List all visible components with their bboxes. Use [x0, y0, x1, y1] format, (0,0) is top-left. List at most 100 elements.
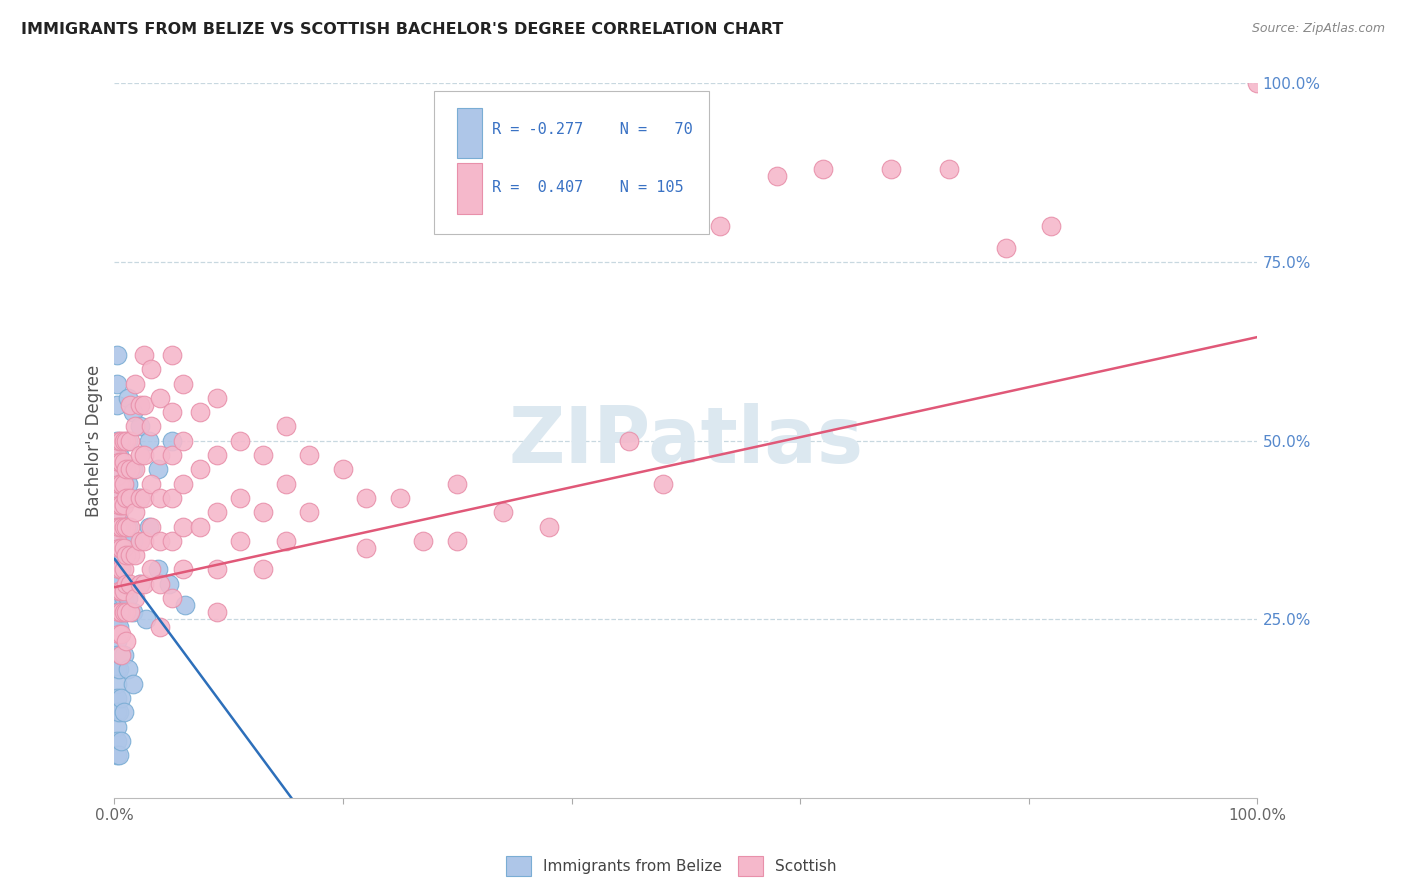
Point: [188, 462, 211, 476]
Point: [108, 706, 131, 720]
Point: [134, 398, 156, 412]
Point: [207, 391, 229, 405]
Point: [110, 519, 132, 533]
Point: [354, 491, 377, 505]
Point: [160, 348, 183, 362]
Point: [110, 562, 132, 576]
Point: [105, 491, 128, 505]
Point: [120, 576, 142, 591]
Point: [105, 519, 128, 533]
Point: [105, 633, 128, 648]
Point: [332, 462, 354, 476]
Point: [149, 448, 172, 462]
Point: [172, 476, 194, 491]
Point: [274, 419, 297, 434]
Point: [117, 519, 139, 533]
Point: [124, 548, 146, 562]
Point: [174, 598, 197, 612]
Point: [105, 619, 128, 633]
Point: [157, 576, 180, 591]
Point: [128, 491, 150, 505]
Point: [149, 491, 172, 505]
Point: [124, 505, 146, 519]
Point: [112, 519, 135, 533]
Point: [121, 405, 143, 419]
Point: [110, 462, 132, 476]
Point: [115, 633, 138, 648]
Point: [172, 519, 194, 533]
Point: [120, 491, 142, 505]
Point: [112, 455, 135, 469]
Point: [105, 576, 128, 591]
Point: [112, 648, 135, 662]
Y-axis label: Bachelor's Degree: Bachelor's Degree: [86, 365, 103, 516]
Point: [105, 548, 128, 562]
Point: [172, 562, 194, 576]
Point: [134, 448, 156, 462]
Point: [105, 434, 128, 448]
Point: [188, 405, 211, 419]
Point: [110, 562, 132, 576]
Text: Source: ZipAtlas.com: Source: ZipAtlas.com: [1251, 22, 1385, 36]
Text: R = -0.277    N =   70: R = -0.277 N = 70: [492, 122, 692, 137]
Point: [766, 169, 789, 184]
Point: [115, 576, 138, 591]
Point: [880, 162, 903, 177]
Point: [110, 434, 132, 448]
Point: [105, 533, 128, 548]
Point: [1040, 219, 1063, 234]
Point: [298, 505, 321, 519]
Point: [139, 419, 162, 434]
Point: [160, 491, 183, 505]
Point: [105, 348, 128, 362]
Point: [115, 605, 138, 619]
Point: [160, 591, 183, 605]
Point: [115, 491, 138, 505]
Point: [160, 533, 183, 548]
Point: [252, 505, 274, 519]
Point: [128, 491, 150, 505]
Point: [139, 519, 162, 533]
Point: [121, 677, 143, 691]
Point: [139, 562, 162, 576]
Point: [252, 562, 274, 576]
Point: [105, 648, 128, 662]
Point: [117, 434, 139, 448]
Point: [138, 434, 160, 448]
Point: [298, 448, 321, 462]
Point: [617, 434, 640, 448]
Point: [112, 583, 135, 598]
Point: [120, 548, 142, 562]
Point: [112, 476, 135, 491]
Point: [110, 691, 132, 706]
Point: [105, 398, 128, 412]
Point: [149, 533, 172, 548]
Point: [160, 405, 183, 419]
Point: [811, 162, 834, 177]
Point: [110, 491, 132, 505]
Point: [172, 434, 194, 448]
Point: [115, 434, 138, 448]
Point: [128, 419, 150, 434]
Point: [120, 398, 142, 412]
Point: [105, 469, 128, 483]
Point: [110, 648, 132, 662]
Point: [108, 448, 131, 462]
Point: [108, 541, 131, 555]
Point: [121, 605, 143, 619]
Point: [274, 476, 297, 491]
Point: [120, 605, 142, 619]
Point: [121, 462, 143, 476]
Point: [108, 434, 131, 448]
Point: [112, 434, 135, 448]
Point: [134, 348, 156, 362]
Point: [110, 519, 132, 533]
Point: [149, 619, 172, 633]
Point: [108, 626, 131, 640]
Point: [105, 662, 128, 676]
Point: [105, 448, 128, 462]
Point: [117, 391, 139, 405]
Point: [124, 419, 146, 434]
Point: [121, 533, 143, 548]
Point: [108, 476, 131, 491]
